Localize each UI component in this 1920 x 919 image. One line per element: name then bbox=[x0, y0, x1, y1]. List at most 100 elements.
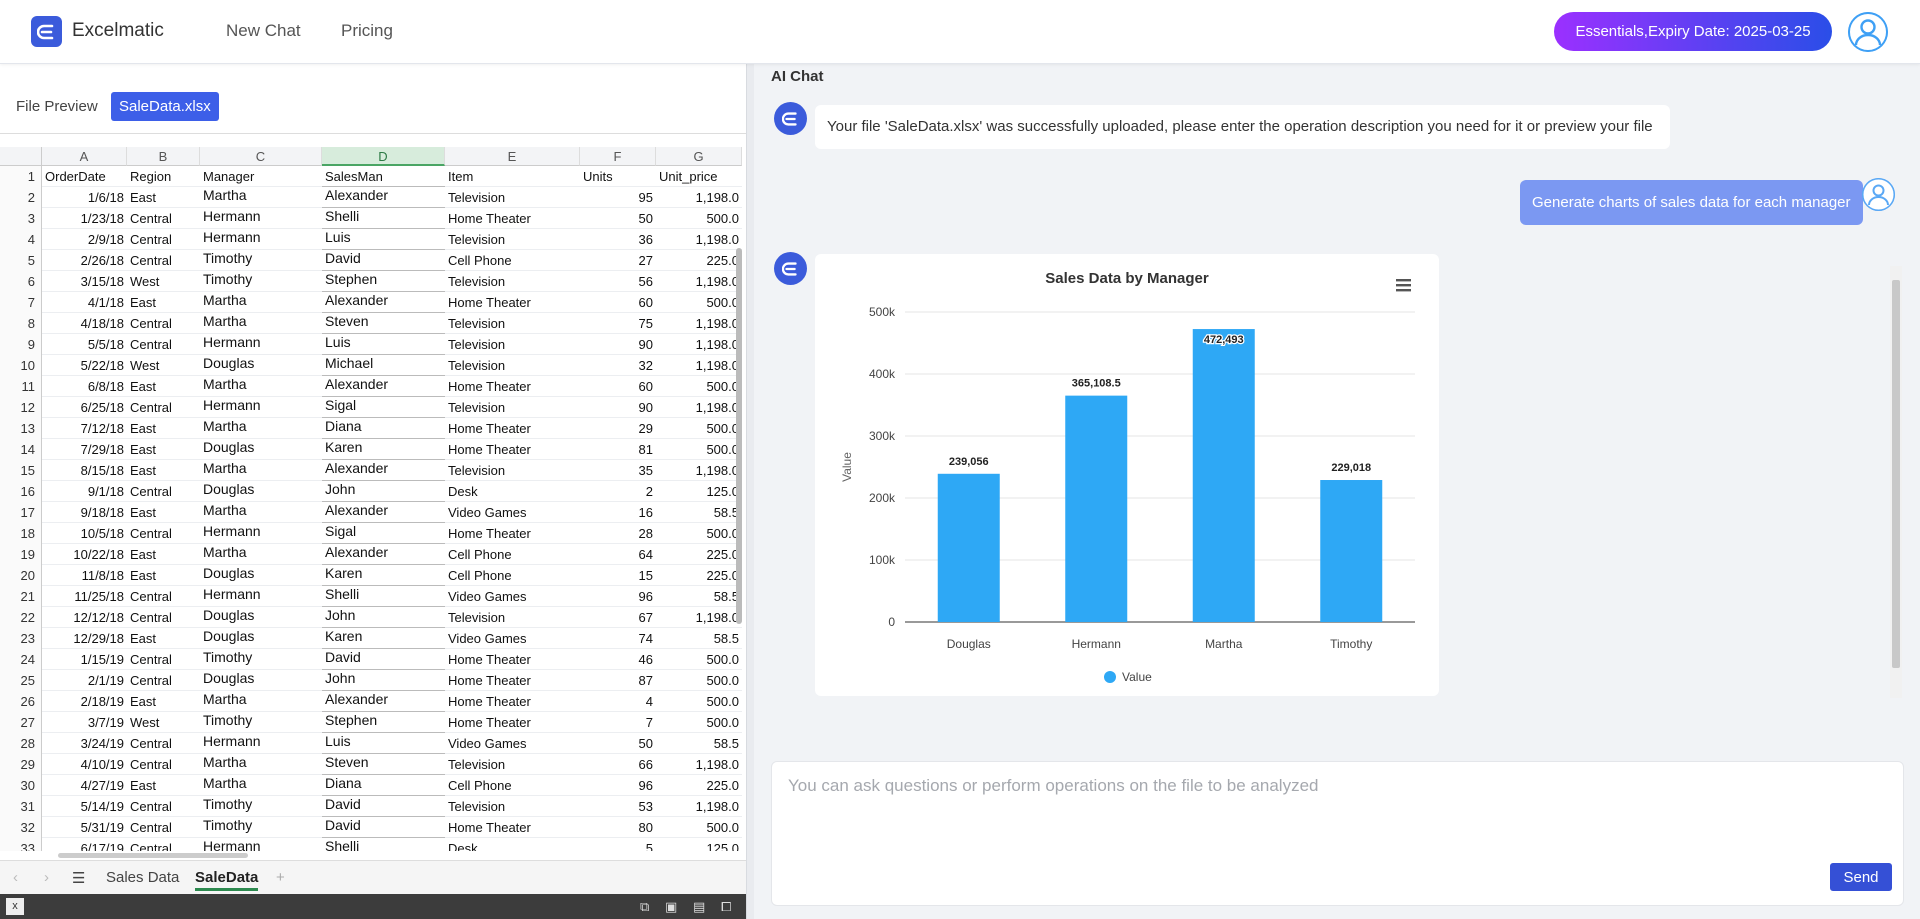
table-cell[interactable]: West bbox=[130, 715, 160, 730]
table-cell[interactable]: 125.0 bbox=[706, 841, 739, 851]
row-number[interactable]: 14 bbox=[0, 439, 42, 460]
column-header-b[interactable]: B bbox=[127, 147, 200, 166]
table-cell[interactable]: 6/25/18 bbox=[80, 400, 124, 415]
table-cell[interactable]: 1,198.0 bbox=[695, 316, 739, 331]
table-cell[interactable]: 7 bbox=[645, 715, 653, 730]
table-cell[interactable]: 225.0 bbox=[706, 253, 739, 268]
table-cell[interactable]: 64 bbox=[638, 547, 653, 562]
table-cell[interactable]: Video Games bbox=[448, 631, 527, 646]
table-cell[interactable]: 60 bbox=[638, 379, 653, 394]
row-number[interactable]: 21 bbox=[0, 586, 42, 607]
prev-sheet-icon[interactable]: ‹ bbox=[13, 869, 18, 886]
table-cell[interactable]: Douglas bbox=[203, 628, 255, 644]
table-cell[interactable]: East bbox=[130, 547, 157, 562]
table-cell[interactable]: 1/23/18 bbox=[80, 211, 124, 226]
table-cell[interactable]: Home Theater bbox=[448, 295, 531, 310]
table-cell[interactable]: Stephen bbox=[322, 712, 445, 733]
table-cell[interactable]: 46 bbox=[638, 652, 653, 667]
table-cell[interactable]: Shelli bbox=[322, 586, 445, 607]
chat-scroll-thumb[interactable] bbox=[1892, 280, 1900, 668]
table-cell[interactable]: 5/22/18 bbox=[80, 358, 124, 373]
table-cell[interactable]: Timothy bbox=[203, 649, 253, 665]
table-cell[interactable]: Television bbox=[448, 337, 506, 352]
table-cell[interactable]: 4/27/19 bbox=[80, 778, 124, 793]
table-cell[interactable]: East bbox=[130, 778, 157, 793]
table-cell[interactable]: Shelli bbox=[322, 838, 445, 851]
column-title[interactable]: Region bbox=[130, 169, 172, 184]
table-cell[interactable]: Central bbox=[130, 400, 172, 415]
table-cell[interactable]: 1,198.0 bbox=[695, 232, 739, 247]
table-cell[interactable]: Martha bbox=[203, 754, 247, 770]
row-number[interactable]: 19 bbox=[0, 544, 42, 565]
row-number[interactable]: 28 bbox=[0, 733, 42, 754]
table-cell[interactable]: 2/18/19 bbox=[80, 694, 124, 709]
table-cell[interactable]: Douglas bbox=[203, 670, 255, 686]
sheet-list-icon[interactable]: ☰ bbox=[72, 870, 86, 887]
table-cell[interactable]: Hermann bbox=[203, 397, 261, 413]
table-cell[interactable]: 35 bbox=[638, 463, 653, 478]
table-cell[interactable]: Central bbox=[130, 232, 172, 247]
table-cell[interactable]: John bbox=[322, 670, 445, 691]
table-cell[interactable]: Diana bbox=[322, 418, 445, 439]
table-cell[interactable]: 1,198.0 bbox=[695, 757, 739, 772]
column-header-d[interactable]: D bbox=[322, 147, 445, 166]
table-cell[interactable]: 1,198.0 bbox=[695, 610, 739, 625]
chat-scrollbar[interactable] bbox=[1890, 266, 1902, 698]
table-cell[interactable]: Television bbox=[448, 190, 506, 205]
table-cell[interactable]: Martha bbox=[203, 187, 247, 203]
row-number[interactable]: 29 bbox=[0, 754, 42, 775]
table-cell[interactable]: Central bbox=[130, 337, 172, 352]
row-number[interactable]: 12 bbox=[0, 397, 42, 418]
column-header-a[interactable]: A bbox=[42, 147, 127, 166]
table-cell[interactable]: Alexander bbox=[322, 460, 445, 481]
row-number[interactable]: 23 bbox=[0, 628, 42, 649]
table-cell[interactable]: 60 bbox=[638, 295, 653, 310]
chart-menu-icon[interactable] bbox=[1396, 279, 1411, 292]
row-number[interactable]: 26 bbox=[0, 691, 42, 712]
nav-new-chat[interactable]: New Chat bbox=[226, 21, 301, 40]
table-cell[interactable]: David bbox=[322, 649, 445, 670]
table-cell[interactable]: 67 bbox=[638, 610, 653, 625]
table-cell[interactable]: 87 bbox=[638, 673, 653, 688]
table-cell[interactable]: 4/18/18 bbox=[80, 316, 124, 331]
table-cell[interactable]: 96 bbox=[638, 778, 653, 793]
row-number[interactable]: 31 bbox=[0, 796, 42, 817]
table-cell[interactable]: Alexander bbox=[322, 292, 445, 313]
table-cell[interactable]: Timothy bbox=[203, 817, 253, 833]
table-cell[interactable]: David bbox=[322, 250, 445, 271]
row-number[interactable]: 27 bbox=[0, 712, 42, 733]
view-icon[interactable]: ⧉ bbox=[640, 899, 650, 914]
table-cell[interactable]: Home Theater bbox=[448, 820, 531, 835]
table-cell[interactable]: 58.5 bbox=[713, 505, 739, 520]
save-icon[interactable]: ▣ bbox=[665, 899, 678, 914]
brand-name[interactable]: Excelmatic bbox=[72, 20, 164, 41]
table-cell[interactable]: Timothy bbox=[203, 250, 253, 266]
table-cell[interactable]: 225.0 bbox=[706, 568, 739, 583]
table-cell[interactable]: 5 bbox=[645, 841, 653, 851]
table-cell[interactable]: 53 bbox=[638, 799, 653, 814]
table-cell[interactable]: 90 bbox=[638, 337, 653, 352]
table-cell[interactable]: 5/14/19 bbox=[80, 799, 124, 814]
table-cell[interactable]: 75 bbox=[638, 316, 653, 331]
fullscreen-icon[interactable]: ⧠ bbox=[721, 899, 732, 914]
table-cell[interactable]: 56 bbox=[638, 274, 653, 289]
row-number[interactable]: 16 bbox=[0, 481, 42, 502]
column-header-e[interactable]: E bbox=[445, 147, 580, 166]
table-cell[interactable]: 80 bbox=[638, 820, 653, 835]
table-cell[interactable]: 500.0 bbox=[706, 421, 739, 436]
file-chip[interactable]: SaleData.xlsx bbox=[111, 92, 219, 121]
table-cell[interactable]: 1,198.0 bbox=[695, 274, 739, 289]
table-cell[interactable]: Martha bbox=[203, 544, 247, 560]
table-cell[interactable]: 28 bbox=[638, 526, 653, 541]
table-cell[interactable]: 5/5/18 bbox=[87, 337, 124, 352]
table-cell[interactable]: Diana bbox=[322, 775, 445, 796]
horizontal-scrollbar[interactable] bbox=[58, 853, 248, 858]
table-cell[interactable]: Karen bbox=[322, 439, 445, 460]
table-cell[interactable]: Sigal bbox=[322, 523, 445, 544]
table-cell[interactable]: Desk bbox=[448, 484, 478, 499]
table-cell[interactable]: Television bbox=[448, 232, 506, 247]
table-cell[interactable]: 500.0 bbox=[706, 442, 739, 457]
table-cell[interactable]: Television bbox=[448, 799, 506, 814]
table-cell[interactable]: 50 bbox=[638, 211, 653, 226]
table-cell[interactable]: 16 bbox=[638, 505, 653, 520]
